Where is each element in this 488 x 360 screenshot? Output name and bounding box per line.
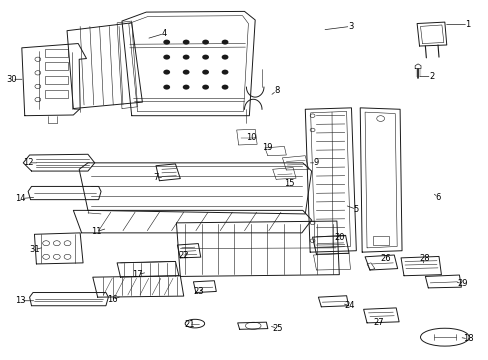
Text: 31: 31 [29, 245, 40, 254]
Circle shape [35, 57, 41, 62]
Text: 9: 9 [313, 158, 319, 167]
Circle shape [64, 254, 71, 259]
Text: 22: 22 [178, 251, 188, 260]
Text: 12: 12 [23, 158, 33, 167]
Text: 11: 11 [91, 227, 101, 236]
Circle shape [221, 85, 228, 90]
Text: 13: 13 [16, 296, 26, 305]
Circle shape [64, 241, 71, 246]
Circle shape [309, 128, 314, 132]
Circle shape [183, 55, 189, 60]
Circle shape [309, 114, 314, 117]
Text: 14: 14 [16, 194, 26, 203]
Bar [45, 62, 68, 70]
Text: 27: 27 [373, 318, 383, 327]
Text: 16: 16 [107, 295, 117, 304]
Circle shape [53, 241, 60, 246]
Text: 5: 5 [353, 205, 358, 214]
Circle shape [163, 85, 170, 90]
Text: 19: 19 [262, 143, 272, 152]
Text: 24: 24 [344, 301, 354, 310]
Circle shape [163, 55, 170, 60]
Text: 21: 21 [184, 320, 195, 329]
Circle shape [53, 254, 60, 259]
Circle shape [183, 69, 189, 75]
Text: 28: 28 [418, 254, 429, 263]
Circle shape [163, 40, 170, 45]
Text: 7: 7 [153, 173, 159, 182]
Text: 23: 23 [193, 287, 203, 296]
Circle shape [183, 85, 189, 90]
Circle shape [202, 85, 208, 90]
Circle shape [183, 40, 189, 45]
Text: 15: 15 [284, 179, 294, 188]
Text: 26: 26 [379, 254, 390, 263]
Text: 1: 1 [465, 20, 470, 29]
Text: 6: 6 [434, 193, 440, 202]
Text: 8: 8 [273, 86, 279, 95]
Text: 18: 18 [462, 334, 472, 343]
Text: 29: 29 [456, 279, 467, 288]
Circle shape [35, 98, 41, 102]
Circle shape [42, 254, 49, 259]
Circle shape [376, 116, 384, 121]
Circle shape [202, 69, 208, 75]
Circle shape [309, 239, 314, 243]
Bar [372, 236, 388, 245]
Bar [45, 49, 68, 57]
Circle shape [309, 221, 314, 225]
Circle shape [221, 55, 228, 60]
Circle shape [221, 69, 228, 75]
Text: 4: 4 [162, 29, 166, 38]
Circle shape [35, 84, 41, 89]
Circle shape [42, 241, 49, 246]
Bar [45, 76, 68, 84]
Text: 30: 30 [7, 75, 18, 84]
Circle shape [202, 55, 208, 60]
Circle shape [35, 71, 41, 75]
Circle shape [163, 69, 170, 75]
Circle shape [221, 40, 228, 45]
Text: 20: 20 [333, 233, 344, 242]
Text: 25: 25 [272, 324, 282, 333]
Circle shape [202, 40, 208, 45]
Text: 3: 3 [347, 22, 352, 31]
Text: 10: 10 [245, 133, 256, 142]
Text: 2: 2 [428, 72, 433, 81]
Text: 17: 17 [132, 270, 142, 279]
Bar [45, 90, 68, 98]
